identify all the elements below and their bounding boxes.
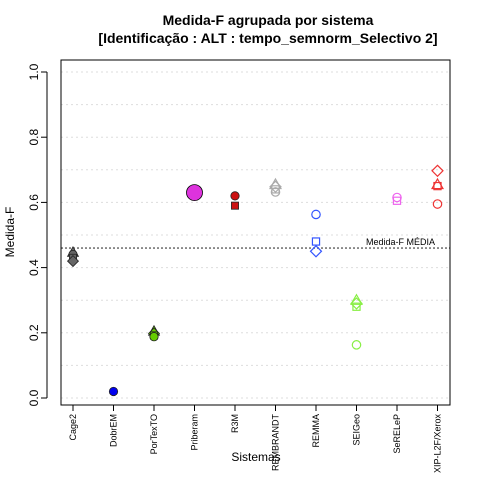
x-tick-label: DobrEM: [109, 414, 119, 447]
point-serelep-circle: [392, 192, 402, 203]
x-tick-label: SEIGeo: [352, 414, 362, 446]
point-xip-l2f-xerox-triangle: [431, 177, 444, 190]
x-tick-label: REMMA: [311, 414, 321, 448]
point-remma-square: [311, 237, 321, 246]
x-tick-label: PorTexTO: [149, 414, 159, 454]
point-r3m-circle: [230, 191, 240, 201]
reference-line-group: Medida-F MÉDIA: [61, 237, 450, 249]
point-dobrem-circle: [108, 386, 119, 397]
x-tick-label: REMBRANDT: [271, 414, 281, 472]
chart-title: Medida-F agrupada por sistema: [163, 12, 374, 28]
y-tick-label: 0.8: [27, 129, 41, 146]
point-r3m-square: [231, 201, 239, 210]
point-remma-circle: [311, 209, 321, 220]
x-tick-label: SeRELeP: [392, 414, 402, 454]
point-priberam-circle: [186, 184, 203, 202]
point-rembrandt-circle: [270, 187, 281, 197]
plot-frame: [60, 59, 451, 406]
x-tick-label: R3M: [230, 414, 240, 433]
y-tick-label: 0.6: [27, 194, 41, 211]
y-axis-label: Medida-F: [3, 207, 17, 258]
point-remma-diamond: [309, 244, 323, 258]
x-axis-label: Sistemas: [231, 450, 280, 464]
y-axis: 0.0 0.2 0.4 0.6 0.8 1.0: [27, 63, 48, 406]
point-seigeo-square: [352, 302, 361, 311]
point-xip-l2f-xerox-diamond: [431, 164, 444, 178]
point-seigeo-circle: [351, 340, 362, 350]
point-cage2-diamond: [66, 255, 80, 268]
reference-line-label: Medida-F MÉDIA: [366, 237, 435, 247]
point-xip-l2f-xerox-circle: [432, 199, 443, 209]
point-seigeo-triangle: [350, 293, 363, 305]
point-portexto-circle: [149, 332, 159, 342]
x-tick-label: Cage2: [68, 414, 78, 441]
y-tick-label: 0.2: [27, 324, 41, 341]
x-axis: Cage2 DobrEM PorTexTO Priberam R3M REMBRANDT R…: [68, 404, 443, 474]
point-rembrandt-diamond: [269, 180, 282, 194]
x-tick-label: XIP-L2F/Xerox: [433, 414, 443, 474]
x-tick-label: Priberam: [190, 414, 200, 451]
y-tick-label: 0.4: [27, 259, 41, 276]
point-seigeo-diamond: [350, 297, 363, 310]
y-tick-label: 1.0: [27, 63, 41, 80]
point-serelep-square: [392, 196, 402, 205]
point-xip-l2f-xerox-square: [433, 181, 442, 191]
chart-subtitle: [Identificação : ALT : tempo_semnorm_Sel…: [98, 30, 437, 46]
data-points: [66, 164, 444, 397]
y-tick-label: 0.0: [27, 389, 41, 406]
grid-lines: [61, 71, 450, 399]
